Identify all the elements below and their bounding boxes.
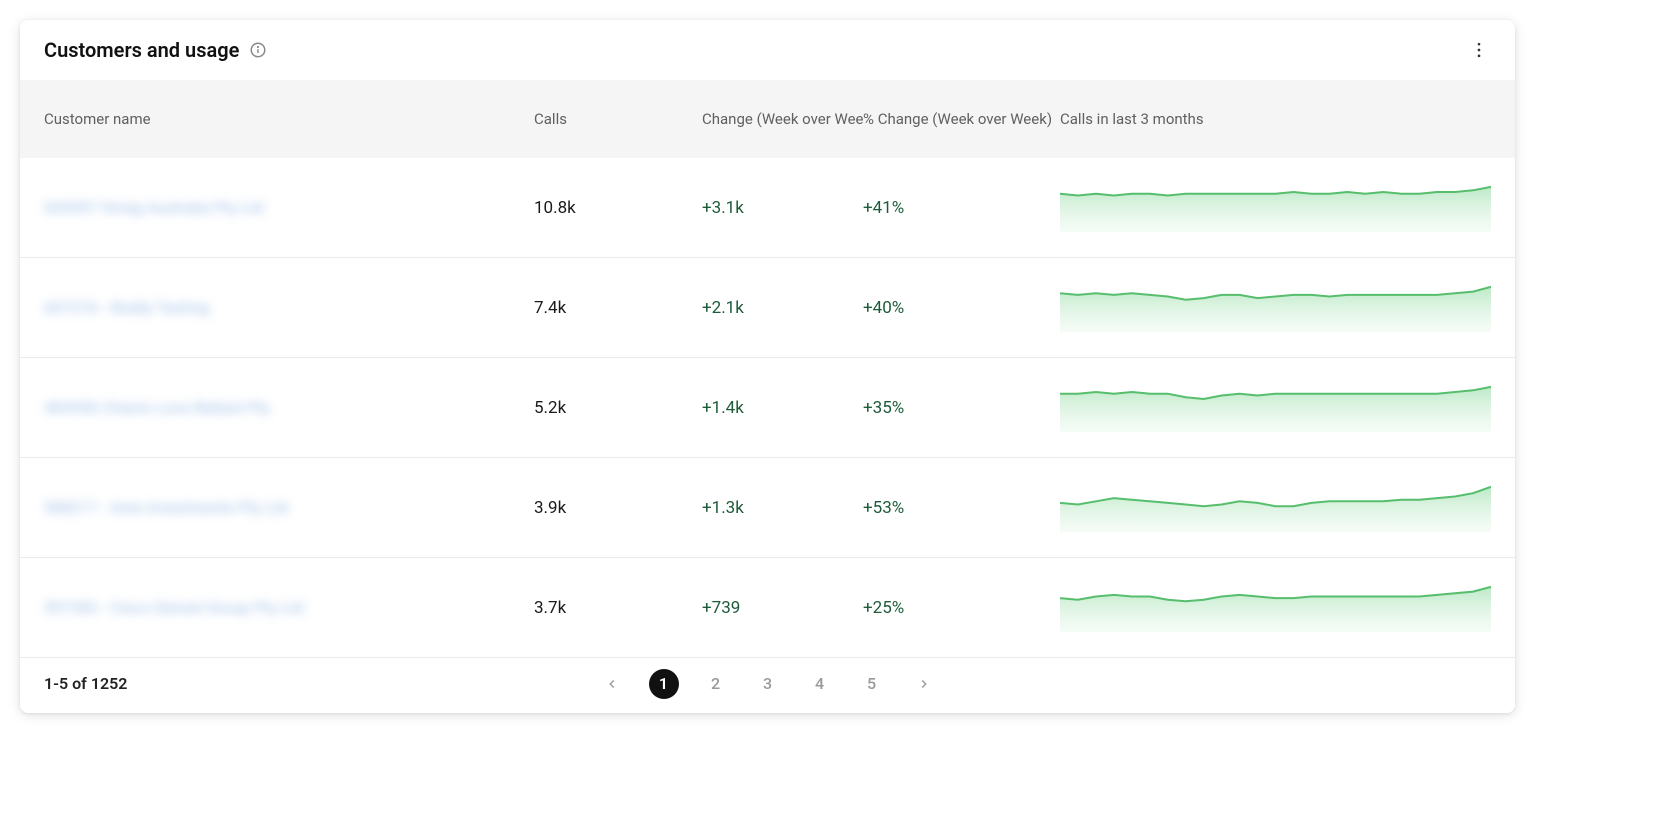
change-value: +1.3k	[702, 498, 744, 518]
table-row[interactable]: 607276 - Really Tasting 7.4k +2.1k +40%	[20, 258, 1515, 358]
sparkline-chart	[1060, 380, 1491, 432]
customer-name-link[interactable]: 484956 Chanin Loos Ballast Pty	[44, 398, 270, 417]
calls-value: 3.7k	[534, 598, 566, 618]
pct-change-value: +40%	[863, 298, 904, 318]
sparkline-chart	[1060, 580, 1491, 632]
pager-page-1[interactable]: 1	[649, 669, 679, 699]
customers-usage-card: Customers and usage Customer name Calls …	[20, 20, 1515, 713]
calls-value: 7.4k	[534, 298, 566, 318]
col-header-change[interactable]: Change (Week over Week)	[702, 110, 863, 128]
customer-name-link[interactable]: 588217 - Ares Investments Pty Ltd	[44, 498, 288, 517]
calls-value: 10.8k	[534, 198, 576, 218]
pagination-bar: 1-5 of 1252 12345	[20, 658, 1515, 713]
pagination-summary: 1-5 of 1252	[44, 674, 127, 693]
card-title: Customers and usage	[44, 38, 239, 62]
col-header-calls[interactable]: Calls	[534, 110, 702, 128]
table-row[interactable]: 588217 - Ares Investments Pty Ltd 3.9k +…	[20, 458, 1515, 558]
more-options-icon[interactable]	[1467, 38, 1491, 62]
sparkline-chart	[1060, 180, 1491, 232]
pager-page-4[interactable]: 4	[805, 669, 835, 699]
info-icon[interactable]	[249, 41, 267, 59]
col-header-pct-change[interactable]: % Change (Week over Week)	[863, 110, 1060, 128]
pager-prev-icon[interactable]	[597, 669, 627, 699]
card-header: Customers and usage	[20, 20, 1515, 80]
customer-name-link[interactable]: 607276 - Really Tasting	[44, 298, 209, 317]
pct-change-value: +25%	[863, 598, 904, 618]
change-value: +3.1k	[702, 198, 744, 218]
table-header-row: Customer name Calls Change (Week over We…	[20, 80, 1515, 158]
change-value: +739	[702, 598, 740, 618]
pager: 12345	[597, 669, 939, 699]
change-value: +1.4k	[702, 398, 744, 418]
pct-change-value: +53%	[863, 498, 904, 518]
table-row[interactable]: 605597 Smeg Australia Pty Ltd 10.8k +3.1…	[20, 158, 1515, 258]
calls-value: 3.9k	[534, 498, 566, 518]
pct-change-value: +35%	[863, 398, 904, 418]
col-header-name[interactable]: Customer name	[44, 110, 534, 128]
sparkline-chart	[1060, 280, 1491, 332]
col-header-sparkline[interactable]: Calls in last 3 months	[1060, 110, 1491, 128]
pager-next-icon[interactable]	[909, 669, 939, 699]
customer-name-link[interactable]: 605597 Smeg Australia Pty Ltd	[44, 198, 264, 217]
table-row[interactable]: 597382 - Cisco Densel Group Pty Ltd 3.7k…	[20, 558, 1515, 658]
pct-change-value: +41%	[863, 198, 904, 218]
customers-table: Customer name Calls Change (Week over We…	[20, 80, 1515, 658]
pager-page-5[interactable]: 5	[857, 669, 887, 699]
pager-page-3[interactable]: 3	[753, 669, 783, 699]
customer-name-link[interactable]: 597382 - Cisco Densel Group Pty Ltd	[44, 598, 304, 617]
change-value: +2.1k	[702, 298, 744, 318]
calls-value: 5.2k	[534, 398, 566, 418]
pager-page-2[interactable]: 2	[701, 669, 731, 699]
sparkline-chart	[1060, 480, 1491, 532]
table-row[interactable]: 484956 Chanin Loos Ballast Pty 5.2k +1.4…	[20, 358, 1515, 458]
